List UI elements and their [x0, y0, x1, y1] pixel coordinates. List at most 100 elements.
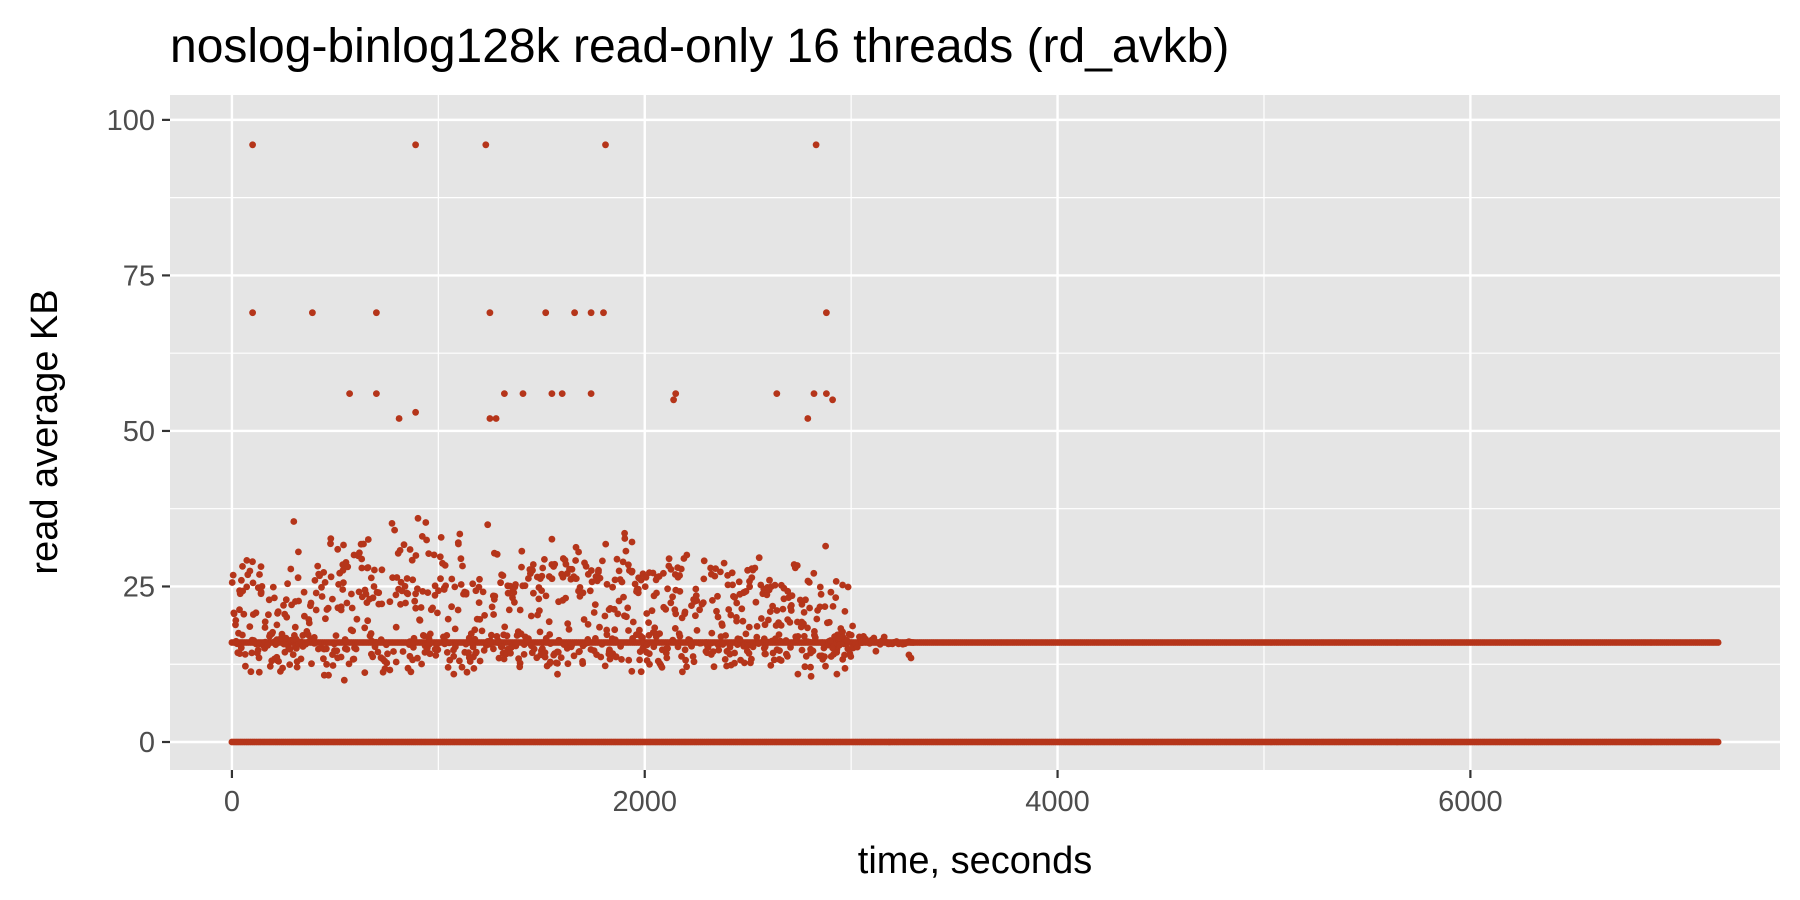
data-point	[443, 632, 451, 639]
data-point	[536, 607, 543, 615]
data-point	[416, 617, 424, 624]
data-point	[588, 578, 596, 586]
data-point	[425, 641, 433, 648]
outlier-point	[249, 141, 256, 149]
data-point	[535, 595, 543, 603]
data-point	[450, 652, 458, 660]
data-point	[536, 628, 544, 636]
data-point	[761, 650, 769, 658]
data-point	[521, 582, 529, 590]
data-point	[595, 566, 602, 574]
data-point	[530, 645, 538, 653]
data-point	[782, 637, 790, 644]
data-point	[248, 649, 256, 657]
data-point	[829, 603, 837, 610]
data-point	[295, 548, 302, 556]
data-point	[572, 575, 580, 582]
data-point	[800, 632, 808, 640]
data-point	[682, 656, 689, 664]
data-point	[232, 617, 240, 624]
data-point	[798, 618, 806, 626]
data-point	[777, 657, 785, 664]
data-point	[572, 557, 579, 564]
data-point	[844, 583, 852, 591]
data-point	[361, 586, 369, 594]
data-point	[396, 547, 404, 554]
data-point	[777, 622, 785, 629]
data-point	[693, 627, 701, 634]
data-point	[393, 574, 401, 581]
data-point	[367, 574, 375, 582]
data-point	[391, 526, 398, 534]
data-point	[727, 611, 735, 619]
data-point	[481, 612, 488, 619]
data-point	[469, 580, 477, 588]
data-point	[745, 649, 753, 657]
outlier-point	[773, 390, 781, 397]
data-point	[370, 583, 378, 590]
data-point	[713, 607, 720, 615]
data-point	[307, 602, 314, 610]
data-point	[417, 604, 425, 611]
data-point	[813, 615, 821, 623]
data-point	[323, 645, 330, 653]
data-point	[719, 641, 727, 648]
data-point	[402, 599, 409, 607]
data-point	[327, 573, 335, 581]
data-point	[448, 575, 456, 583]
data-point	[788, 592, 796, 600]
data-point	[345, 660, 353, 668]
data-point	[441, 562, 449, 569]
data-point	[337, 653, 345, 661]
data-point	[853, 643, 861, 651]
data-point	[721, 656, 729, 663]
data-point	[821, 603, 829, 610]
data-point	[343, 645, 351, 653]
data-point	[554, 648, 562, 656]
data-point	[603, 626, 611, 634]
data-point	[715, 646, 723, 654]
data-point	[801, 663, 809, 671]
data-point	[371, 566, 378, 574]
data-point	[232, 637, 240, 645]
data-point	[334, 545, 342, 553]
data-point	[565, 626, 573, 633]
data-point	[809, 647, 817, 655]
data-point	[418, 660, 425, 668]
data-point	[437, 575, 444, 583]
data-point	[246, 623, 254, 630]
data-point	[541, 653, 549, 661]
outlier-point	[587, 309, 595, 317]
data-point	[529, 561, 537, 568]
data-point	[239, 631, 246, 639]
data-point	[656, 630, 663, 637]
y-axis-title: read average KB	[24, 289, 66, 574]
data-point	[312, 589, 320, 597]
data-point	[287, 565, 295, 573]
data-point	[442, 582, 449, 590]
data-point	[476, 575, 483, 583]
data-point	[700, 557, 708, 565]
data-point	[662, 605, 670, 613]
data-point	[400, 541, 408, 549]
y-tick-label: 0	[139, 727, 155, 759]
data-point	[327, 540, 334, 548]
outlier-point	[542, 309, 550, 317]
data-point	[586, 587, 594, 595]
data-point	[672, 610, 680, 618]
data-point	[352, 645, 360, 653]
data-point	[667, 599, 675, 607]
data-point	[541, 556, 548, 563]
data-point	[677, 565, 685, 573]
data-point	[392, 658, 400, 666]
data-point	[424, 589, 432, 596]
data-point	[247, 668, 255, 676]
data-point	[511, 598, 518, 606]
data-point	[628, 667, 636, 675]
data-point	[312, 606, 320, 614]
data-point	[369, 594, 377, 602]
data-point	[547, 640, 554, 647]
data-point	[282, 634, 290, 642]
outlier-point	[412, 408, 419, 416]
data-point	[320, 569, 328, 576]
